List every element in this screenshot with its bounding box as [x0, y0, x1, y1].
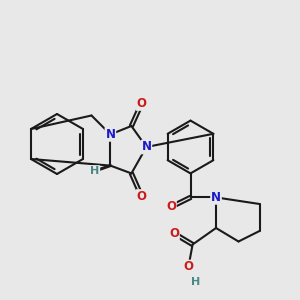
Text: O: O	[136, 190, 147, 203]
Text: O: O	[166, 200, 176, 214]
Text: N: N	[105, 128, 116, 141]
Text: O: O	[183, 260, 194, 274]
Text: H: H	[90, 166, 99, 176]
Text: H: H	[191, 277, 200, 287]
Text: N: N	[211, 191, 221, 204]
Text: N: N	[141, 140, 152, 154]
Text: O: O	[136, 97, 147, 110]
Text: O: O	[169, 227, 179, 240]
